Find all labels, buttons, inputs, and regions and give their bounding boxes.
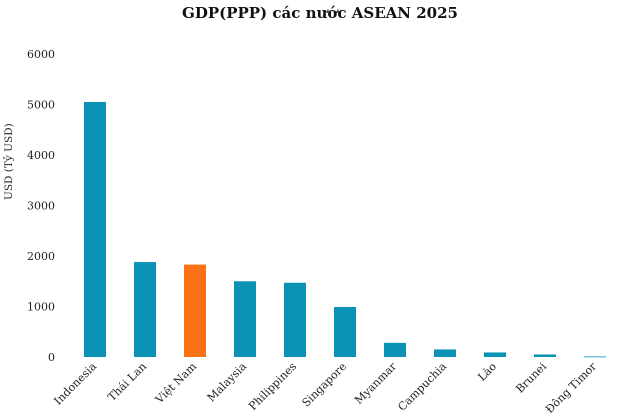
bar-11 xyxy=(584,356,606,358)
bar-4 xyxy=(234,281,256,357)
y-tick-label: 1000 xyxy=(27,301,55,314)
x-tick-label: Lào xyxy=(475,360,499,384)
y-tick-label: 0 xyxy=(48,351,55,364)
bar-5 xyxy=(284,282,306,357)
chart-title: GDP(PPP) các nước ASEAN 2025 xyxy=(182,4,458,22)
x-tick-label: Singapore xyxy=(300,360,350,410)
bar-3 xyxy=(184,264,206,357)
x-tick-label: Malaysia xyxy=(205,360,250,405)
y-tick-label: 2000 xyxy=(27,250,55,263)
x-tick-label: Campuchia xyxy=(395,360,449,414)
y-tick-label: 3000 xyxy=(27,200,55,213)
x-tick-label: Đông Timor xyxy=(543,359,600,414)
bars xyxy=(84,101,606,358)
bar-2 xyxy=(134,262,156,357)
x-tick-label: Myanmar xyxy=(352,359,399,406)
bar-10 xyxy=(534,354,556,357)
x-tick-label: Thái Lan xyxy=(105,360,149,404)
y-tick-label: 6000 xyxy=(27,48,55,61)
y-tick-label: 5000 xyxy=(27,99,55,112)
bar-1 xyxy=(84,101,106,357)
x-axis-ticks: Indonesia Thái Lan Việt Nam MalaysiaPhilipp… xyxy=(51,359,599,414)
x-tick-label: Việt Nam xyxy=(152,360,199,407)
bar-8 xyxy=(434,349,456,357)
bar-6 xyxy=(334,307,356,357)
bar-9 xyxy=(484,352,506,357)
y-axis-ticks: 0 1000 2000 3000 4000 5000 6000 xyxy=(27,48,55,364)
x-tick-label: Philippines xyxy=(246,360,299,413)
x-tick-label: Indonesia xyxy=(51,360,99,408)
y-tick-label: 4000 xyxy=(27,149,55,162)
x-tick-label: Brunei xyxy=(513,360,549,396)
bar-7 xyxy=(384,342,406,357)
